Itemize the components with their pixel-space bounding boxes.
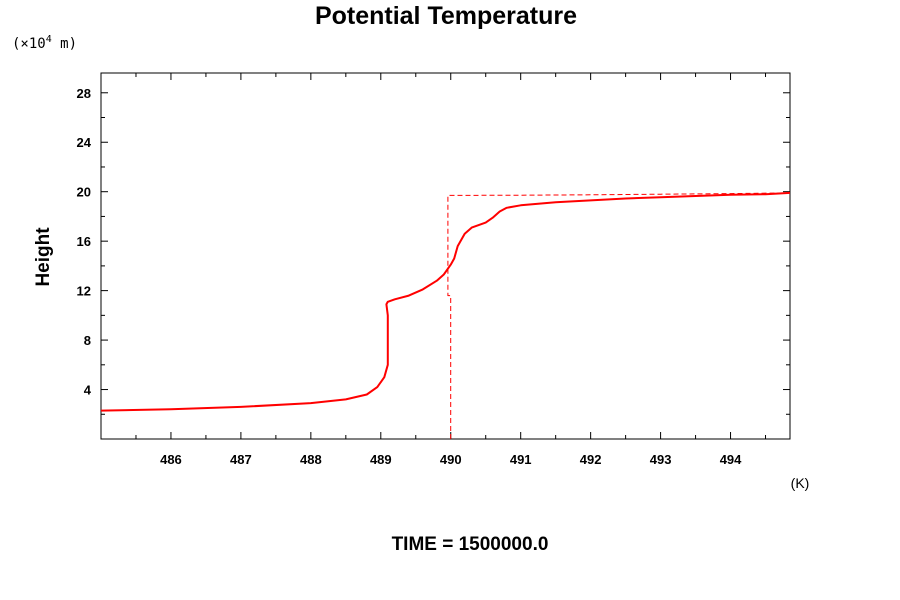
y-unit-prefix: (×10 [12,36,46,52]
y-axis-unit: (×104 m) [12,34,77,52]
y-tick-label: 8 [84,333,91,348]
x-tick-label: 491 [510,452,532,467]
x-tick-label: 492 [580,452,602,467]
y-unit-exponent: 4 [46,34,52,45]
initial-profile-line [447,192,791,439]
y-tick-label: 4 [84,383,92,398]
x-axis-unit: (K) [791,475,810,491]
plot-frame [100,72,791,440]
y-tick-label: 28 [77,86,91,101]
y-tick-label: 16 [77,234,91,249]
x-tick-label: 487 [230,452,252,467]
x-tick-label: 489 [370,452,392,467]
y-unit-suffix: m) [52,36,77,52]
y-tick-label: 12 [77,284,91,299]
y-axis-label: Height [33,227,54,287]
y-tick-label: 20 [77,185,91,200]
chart-title: Potential Temperature [315,2,577,30]
series-layer [100,191,791,439]
potential-temperature-line [100,191,791,412]
x-tick-label: 493 [650,452,672,467]
time-label: TIME = 1500000.0 [392,534,549,555]
x-tick-label: 486 [160,452,182,467]
x-tick-label: 488 [300,452,322,467]
x-tick-label: 494 [720,452,742,467]
x-tick-label: 490 [440,452,462,467]
axis-ticks: 486 487 488 489 490 491 492 493 494 4 8 12 16 20 24 28 [77,73,790,467]
y-tick-label: 24 [77,135,92,150]
